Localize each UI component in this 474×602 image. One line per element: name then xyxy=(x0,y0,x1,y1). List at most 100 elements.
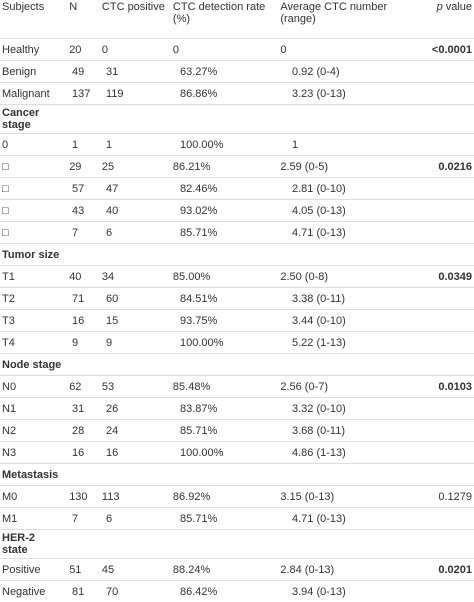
cell: 3.44 (0-10) xyxy=(292,314,346,327)
cell: □ xyxy=(2,204,9,217)
cell: 53 xyxy=(101,380,115,393)
cell: 3.94 (0-13) xyxy=(292,585,346,598)
cell: 100.00% xyxy=(180,336,224,349)
cell: 16 xyxy=(72,446,85,459)
cell: 85.71% xyxy=(180,424,218,437)
cell: □ xyxy=(2,160,9,173)
cell: 130 xyxy=(69,490,88,503)
cell: 4.86 (1-13) xyxy=(292,446,346,459)
p-value: 0.0216 xyxy=(438,160,472,173)
cell: 2.81 (0-10) xyxy=(292,182,346,195)
cell: 7 xyxy=(72,512,79,525)
cell: 16 xyxy=(72,314,85,327)
cell: 63.27% xyxy=(180,65,218,78)
cell: 57 xyxy=(72,182,85,195)
cell: 0 xyxy=(280,43,287,56)
data-row: T1 40 34 85.00% 2.50 (0-8) 0.0349 xyxy=(0,266,474,288)
data-row: Negative 81 70 86.42% 3.94 (0-13) xyxy=(0,581,474,602)
data-row: N0 62 53 85.48% 2.56 (0-7) 0.0103 xyxy=(0,376,474,398)
cell: 9 xyxy=(72,336,79,349)
cell: 31 xyxy=(72,402,85,415)
cell: 20 xyxy=(69,43,82,56)
cell: 24 xyxy=(106,424,119,437)
cell: 93.75% xyxy=(180,314,218,327)
cell: 86.42% xyxy=(180,585,218,598)
data-row: Positive 51 45 88.24% 2.84 (0-13) 0.0201 xyxy=(0,559,474,581)
data-row: T2 71 60 84.51% 3.38 (0-11) xyxy=(0,288,474,310)
data-row: T3 16 15 93.75% 3.44 (0-10) xyxy=(0,310,474,332)
cell: 84.51% xyxy=(180,292,218,305)
cell: 26 xyxy=(106,402,119,415)
cell: 2.59 (0-5) xyxy=(280,160,329,173)
cell: N0 xyxy=(2,380,17,393)
cell: 6 xyxy=(106,512,113,525)
cell: 86.86% xyxy=(180,87,218,100)
cell: N1 xyxy=(2,402,17,415)
cell: 47 xyxy=(106,182,119,195)
data-row: T4 9 9 100.00% 5.22 (1-13) xyxy=(0,332,474,354)
cell: 49 xyxy=(72,65,85,78)
cell: 4.71 (0-13) xyxy=(292,512,346,525)
cell: 40 xyxy=(69,270,82,283)
data-row: Malignant 137 119 86.86% 3.23 (0-13) xyxy=(0,83,474,105)
cell: 29 xyxy=(69,160,82,173)
p-value: <0.0001 xyxy=(431,43,472,56)
cell: 88.24% xyxy=(172,563,211,576)
cell: 6 xyxy=(106,226,113,239)
cell: M1 xyxy=(2,512,18,525)
cell: T1 xyxy=(2,270,15,283)
section-row: Node stage xyxy=(0,354,474,376)
cell: 70 xyxy=(106,585,119,598)
cell: T3 xyxy=(2,314,15,327)
section-label: Metastasis xyxy=(2,468,59,481)
cell: 31 xyxy=(106,65,119,78)
data-row: N3 16 16 100.00% 4.86 (1-13) xyxy=(0,442,474,464)
cell: 3.15 (0-13) xyxy=(280,490,335,503)
section-row: Metastasis xyxy=(0,464,474,486)
cell: 85.00% xyxy=(172,270,211,283)
cell: 119 xyxy=(106,87,124,100)
data-row: Benign 49 31 63.27% 0.92 (0-4) xyxy=(0,61,474,83)
cell: 5.22 (1-13) xyxy=(292,336,346,349)
data-row: □ 43 40 93.02% 4.05 (0-13) xyxy=(0,200,474,222)
cell: 2.56 (0-7) xyxy=(280,380,329,393)
cell: 1 xyxy=(292,138,299,151)
section-label: Node stage xyxy=(2,358,62,371)
cell: Healthy xyxy=(2,43,40,56)
cell: 85.71% xyxy=(180,226,218,239)
data-row: M1 7 6 85.71% 4.71 (0-13) xyxy=(0,508,474,530)
header-cell: CTC detection rate (%) xyxy=(172,1,266,25)
section-row: Tumor size xyxy=(0,244,474,266)
cell: 71 xyxy=(72,292,85,305)
data-row: Healthy 20 0 0 0 <0.0001 xyxy=(0,39,474,61)
cell: 3.38 (0-11) xyxy=(292,292,345,305)
header-cell: N xyxy=(69,1,78,13)
cell: Benign xyxy=(2,65,37,78)
data-row: □ 57 47 82.46% 2.81 (0-10) xyxy=(0,178,474,200)
cell: 9 xyxy=(106,336,113,349)
data-row: □ 29 25 86.21% 2.59 (0-5) 0.0216 xyxy=(0,156,474,178)
cell: 85.71% xyxy=(180,512,218,525)
cell: 34 xyxy=(101,270,115,283)
cell: 0 xyxy=(172,43,180,56)
p-value: 0.0103 xyxy=(438,380,472,393)
cell: T4 xyxy=(2,336,15,349)
cell: □ xyxy=(2,226,9,239)
header-row: Subjects N CTC positive CTC detection rate … xyxy=(0,0,474,39)
cell: 100.00% xyxy=(180,138,224,151)
cell: 51 xyxy=(69,563,82,576)
cell: 3.68 (0-11) xyxy=(292,424,345,437)
header-cell: Subjects xyxy=(2,1,45,13)
cell: 2.84 (0-13) xyxy=(280,563,335,576)
cell: 60 xyxy=(106,292,119,305)
data-row: M0 130 113 86.92% 3.15 (0-13) 0.1279 xyxy=(0,486,474,508)
data-row: N2 28 24 85.71% 3.68 (0-11) xyxy=(0,420,474,442)
cell: 0.92 (0-4) xyxy=(292,65,340,78)
cell: 7 xyxy=(72,226,79,239)
cell: 93.02% xyxy=(180,204,218,217)
cell: 4.05 (0-13) xyxy=(292,204,346,217)
cell: 85.48% xyxy=(172,380,211,393)
header-cell: Average CTC number (range) xyxy=(280,1,388,25)
cell: T2 xyxy=(2,292,15,305)
